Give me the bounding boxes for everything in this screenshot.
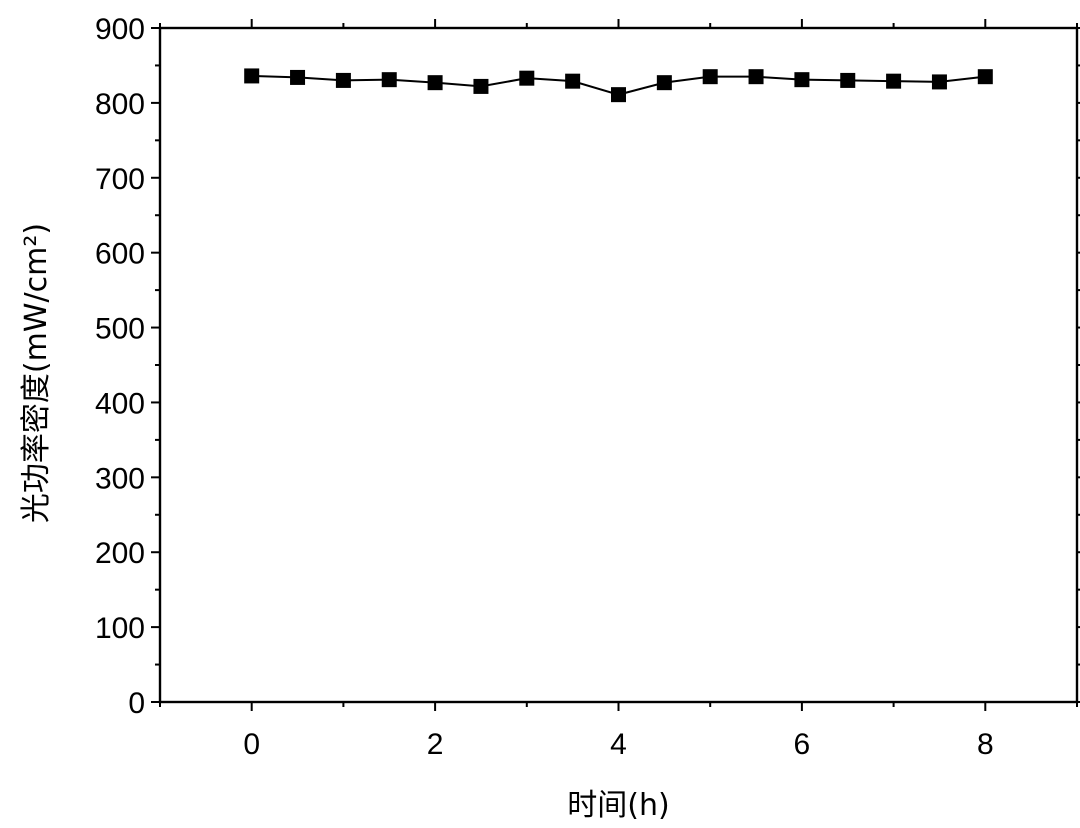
y-tick-label: 700 [95, 163, 145, 196]
y-tick-label: 200 [95, 537, 145, 570]
y-tick-label: 0 [128, 687, 145, 720]
data-point-marker [244, 68, 260, 84]
x-tick-label: 6 [794, 728, 811, 761]
data-point-marker [931, 74, 947, 90]
y-tick-label: 500 [95, 313, 145, 346]
data-point-marker [335, 72, 351, 88]
y-tick-label: 400 [95, 387, 145, 420]
data-point-marker [565, 73, 581, 89]
data-point-marker [840, 72, 856, 88]
x-tick-label: 8 [977, 728, 994, 761]
data-point-marker [381, 72, 397, 88]
data-point-marker [427, 75, 443, 91]
y-tick-label: 300 [95, 462, 145, 495]
x-tick-label: 2 [427, 728, 444, 761]
data-point-marker [977, 69, 993, 85]
y-axis-title: 光功率密度(mW/cm²) [19, 223, 54, 523]
x-axis-title: 时间(h) [567, 788, 669, 823]
data-point-marker [702, 69, 718, 85]
y-tick-label: 600 [95, 238, 145, 271]
data-point-marker [886, 73, 902, 89]
x-tick-label: 4 [610, 728, 627, 761]
y-tick-label: 100 [95, 612, 145, 645]
data-point-marker [519, 70, 535, 86]
y-tick-label: 900 [95, 13, 145, 46]
data-point-marker [748, 69, 764, 85]
data-point-marker [656, 75, 672, 91]
data-point-marker [611, 87, 626, 103]
plot-frame [158, 26, 1079, 704]
data-point-marker [794, 72, 810, 88]
y-tick-label: 800 [95, 88, 145, 121]
x-tick-label: 0 [243, 728, 260, 761]
data-point-marker [473, 78, 489, 94]
data-point-marker [290, 69, 306, 85]
